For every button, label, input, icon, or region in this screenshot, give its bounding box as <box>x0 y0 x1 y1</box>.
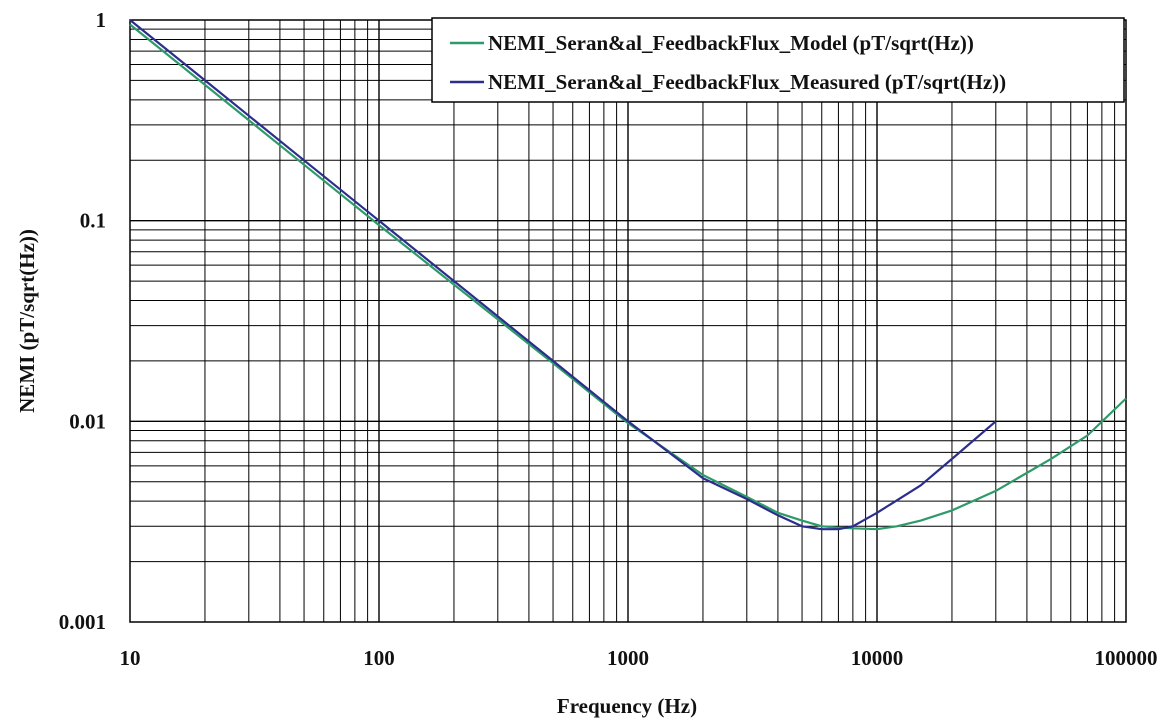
series-line-model <box>129 23 1127 531</box>
x-axis-title: Frequency (Hz) <box>557 694 697 718</box>
series-line-measured <box>129 19 997 531</box>
y-tick-label: 0.01 <box>69 409 106 433</box>
x-tick-label: 100000 <box>1095 646 1158 670</box>
chart-tick-labels: 10 100 1000 10000 100000 0.001 0.01 0.1 1 <box>59 8 1158 670</box>
y-tick-label: 0.1 <box>80 209 106 233</box>
legend-label: NEMI_Seran&al_FeedbackFlux_Model (pT/sqr… <box>488 31 974 55</box>
legend-box <box>431 17 1125 103</box>
x-tick-label: 1000 <box>607 646 649 670</box>
chart-legend: NEMI_Seran&al_FeedbackFlux_Model (pT/sqr… <box>431 17 1125 103</box>
x-tick-label: 10 <box>120 646 141 670</box>
legend-label: NEMI_Seran&al_FeedbackFlux_Measured (pT/… <box>488 70 1006 94</box>
y-tick-label: 1 <box>96 8 107 32</box>
y-tick-label: 0.001 <box>59 610 106 634</box>
y-axis-title: NEMI (pT/sqrt(Hz)) <box>15 229 39 413</box>
x-tick-label: 10000 <box>851 646 904 670</box>
x-tick-label: 100 <box>363 646 395 670</box>
chart-series-group <box>129 19 1127 531</box>
chart-grid <box>129 19 1127 623</box>
